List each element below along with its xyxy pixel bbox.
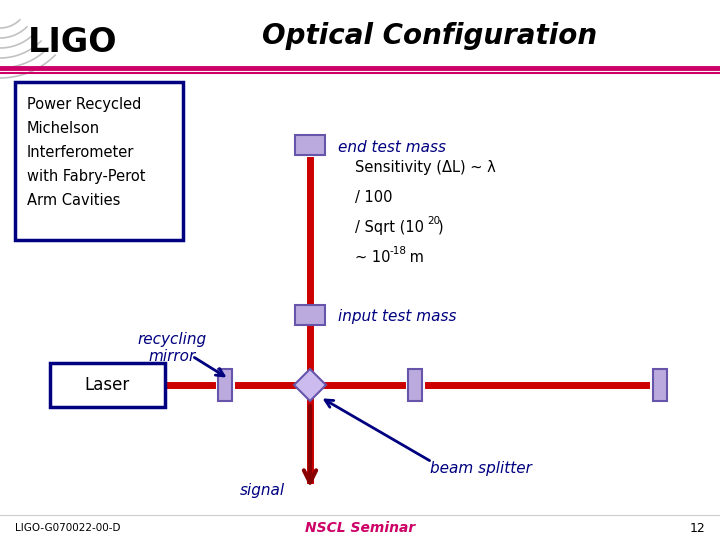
Text: / Sqrt (10: / Sqrt (10 xyxy=(355,220,424,235)
Polygon shape xyxy=(294,369,326,401)
Text: Optical Configuration: Optical Configuration xyxy=(262,22,598,50)
Bar xyxy=(653,369,667,401)
Text: NSCL Seminar: NSCL Seminar xyxy=(305,521,415,535)
Text: recycling
mirror: recycling mirror xyxy=(138,332,207,365)
Text: signal: signal xyxy=(240,483,284,497)
Bar xyxy=(218,369,232,401)
Bar xyxy=(408,369,422,401)
Text: ~ 10: ~ 10 xyxy=(355,250,390,265)
Bar xyxy=(15,82,183,240)
Text: Sensitivity (ΔL) ~ λ: Sensitivity (ΔL) ~ λ xyxy=(355,160,496,175)
Text: m: m xyxy=(405,250,424,265)
Text: 12: 12 xyxy=(689,522,705,535)
Bar xyxy=(295,305,325,325)
Text: 20: 20 xyxy=(427,216,440,226)
Text: input test mass: input test mass xyxy=(338,309,456,325)
Bar xyxy=(50,363,165,407)
Text: -18: -18 xyxy=(389,246,406,256)
Text: beam splitter: beam splitter xyxy=(430,461,532,476)
Text: LIGO-G070022-00-D: LIGO-G070022-00-D xyxy=(15,523,120,533)
Text: end test mass: end test mass xyxy=(338,139,446,154)
Bar xyxy=(295,135,325,155)
Text: / 100: / 100 xyxy=(355,190,392,205)
Text: Laser: Laser xyxy=(85,376,130,394)
Text: LIGO: LIGO xyxy=(28,25,117,58)
Text: Power Recycled
Michelson
Interferometer
with Fabry-Perot
Arm Cavities: Power Recycled Michelson Interferometer … xyxy=(27,97,145,208)
Text: ): ) xyxy=(438,220,444,235)
